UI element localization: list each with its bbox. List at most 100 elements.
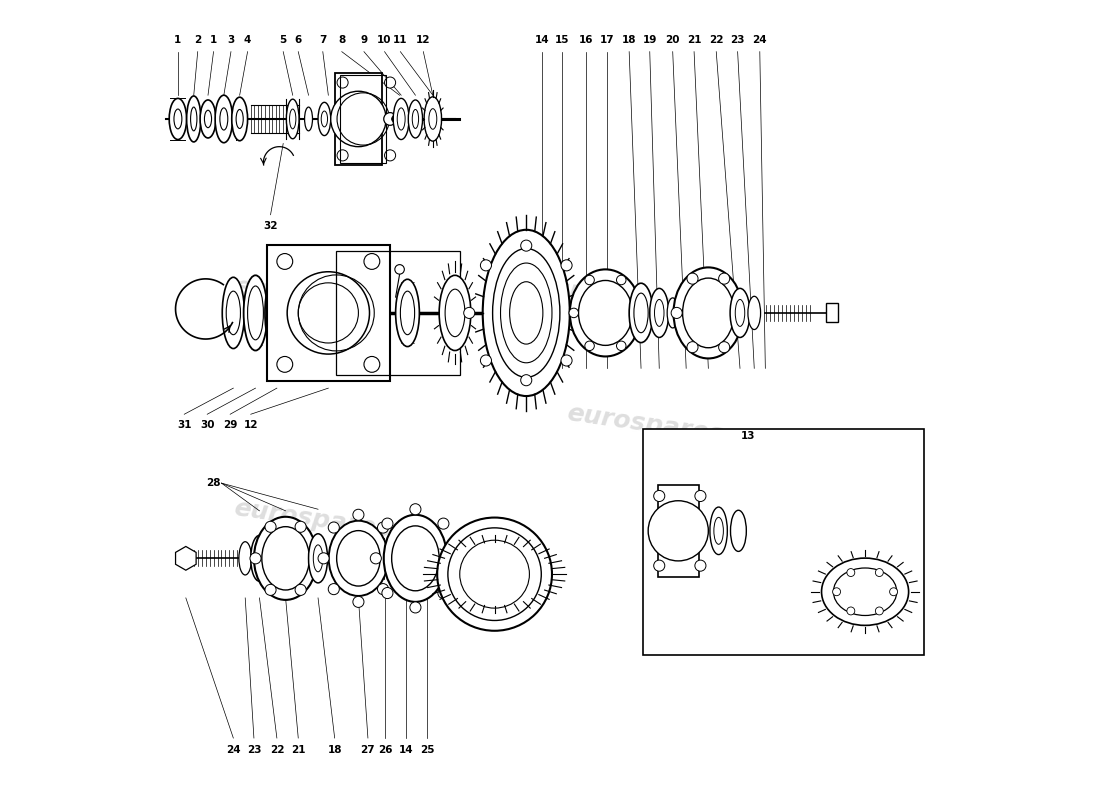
Circle shape (250, 553, 261, 564)
Ellipse shape (668, 298, 679, 328)
Ellipse shape (337, 530, 381, 586)
Text: 28: 28 (207, 478, 221, 488)
Circle shape (718, 342, 729, 353)
Ellipse shape (730, 288, 750, 338)
Ellipse shape (200, 100, 216, 138)
Text: 27: 27 (361, 745, 375, 755)
Text: 6: 6 (295, 34, 301, 45)
Ellipse shape (251, 535, 268, 582)
Circle shape (277, 254, 293, 270)
Text: 18: 18 (328, 745, 342, 755)
Text: 10: 10 (377, 34, 392, 45)
Circle shape (337, 77, 348, 88)
Circle shape (438, 587, 449, 598)
Circle shape (653, 490, 664, 502)
Ellipse shape (308, 534, 328, 583)
Text: 26: 26 (378, 745, 393, 755)
Ellipse shape (834, 568, 896, 615)
Circle shape (387, 553, 399, 564)
Ellipse shape (437, 518, 552, 630)
Circle shape (337, 577, 348, 588)
Circle shape (833, 588, 840, 596)
Ellipse shape (254, 517, 317, 600)
Bar (825, 303, 838, 322)
Circle shape (385, 77, 396, 88)
Text: 23: 23 (246, 745, 261, 755)
Circle shape (890, 588, 898, 596)
Circle shape (648, 501, 708, 561)
Ellipse shape (187, 96, 201, 142)
Circle shape (382, 587, 393, 598)
Circle shape (578, 307, 588, 318)
Ellipse shape (483, 230, 570, 396)
Bar (266, 245, 390, 381)
Circle shape (520, 374, 531, 386)
Ellipse shape (748, 296, 760, 330)
Circle shape (671, 307, 682, 318)
Text: 19: 19 (642, 34, 657, 45)
Ellipse shape (265, 274, 289, 353)
Ellipse shape (629, 283, 653, 342)
Text: 22: 22 (710, 34, 724, 45)
Ellipse shape (570, 270, 641, 357)
Text: 31: 31 (177, 420, 191, 430)
Bar (337, 251, 460, 374)
Circle shape (585, 275, 594, 285)
Circle shape (410, 602, 421, 613)
Ellipse shape (392, 526, 439, 590)
Text: 4: 4 (244, 34, 251, 45)
Circle shape (371, 553, 382, 564)
Circle shape (847, 607, 855, 615)
Circle shape (328, 583, 339, 594)
Bar (644, 430, 924, 655)
Ellipse shape (232, 97, 248, 141)
Text: 16: 16 (579, 34, 593, 45)
Circle shape (847, 569, 855, 577)
Text: eurospares: eurospares (232, 496, 393, 542)
Circle shape (265, 522, 276, 532)
Circle shape (481, 355, 492, 366)
Circle shape (464, 307, 475, 318)
Ellipse shape (439, 275, 471, 350)
Ellipse shape (318, 102, 331, 135)
Circle shape (377, 522, 388, 533)
Text: 8: 8 (338, 34, 345, 45)
Ellipse shape (396, 279, 419, 346)
Circle shape (632, 308, 641, 318)
Circle shape (298, 283, 359, 343)
Circle shape (616, 275, 626, 285)
Circle shape (353, 510, 364, 520)
Circle shape (385, 150, 396, 161)
Circle shape (876, 569, 883, 577)
Ellipse shape (329, 521, 388, 596)
Text: 22: 22 (270, 745, 284, 755)
Text: 21: 21 (686, 34, 702, 45)
Text: 23: 23 (730, 34, 745, 45)
Circle shape (400, 292, 407, 298)
Circle shape (561, 355, 572, 366)
Circle shape (520, 240, 531, 251)
Ellipse shape (425, 97, 441, 141)
Circle shape (364, 357, 380, 372)
Text: eurospares: eurospares (565, 401, 725, 446)
Circle shape (653, 560, 664, 571)
Ellipse shape (239, 542, 252, 575)
Circle shape (382, 518, 393, 529)
Text: 15: 15 (554, 34, 569, 45)
Circle shape (384, 113, 396, 126)
Text: 14: 14 (398, 745, 414, 755)
Circle shape (561, 260, 572, 271)
Text: 7: 7 (319, 34, 327, 45)
Text: eurospares: eurospares (232, 274, 393, 320)
Text: 12: 12 (416, 34, 430, 45)
Text: 3: 3 (228, 34, 234, 45)
Circle shape (265, 584, 276, 595)
Text: 24: 24 (226, 745, 241, 755)
Circle shape (328, 522, 339, 533)
Circle shape (876, 607, 883, 615)
Circle shape (310, 553, 321, 564)
Ellipse shape (384, 514, 447, 602)
Circle shape (331, 91, 386, 146)
Circle shape (318, 553, 329, 564)
Circle shape (277, 357, 293, 372)
